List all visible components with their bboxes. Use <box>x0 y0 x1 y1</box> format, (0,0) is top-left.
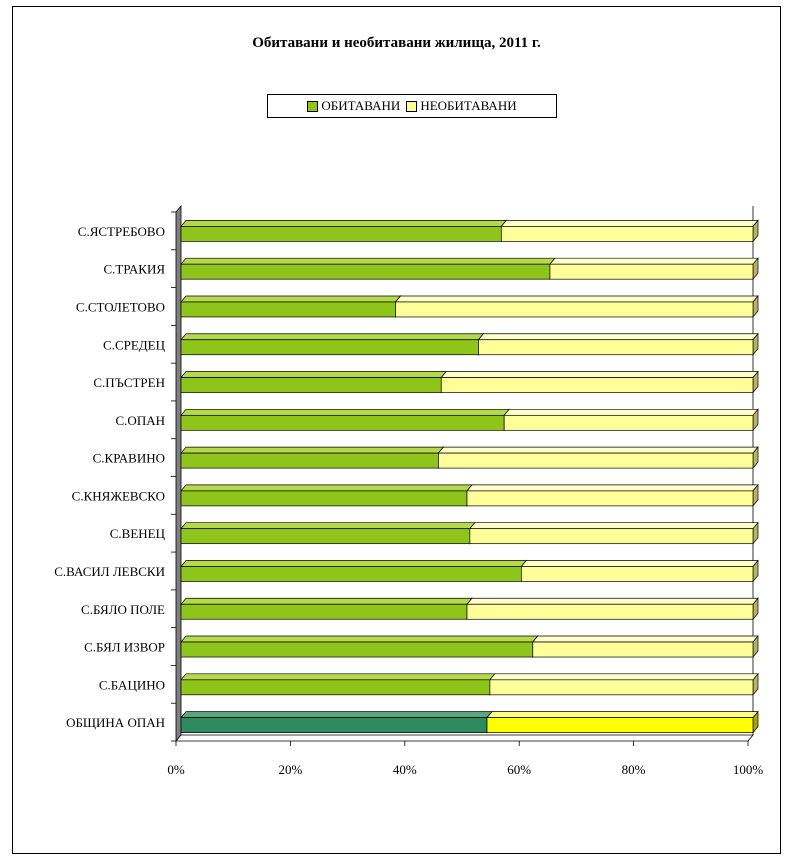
bar-inhabited-12 <box>180 679 491 696</box>
bar-uninhabited-12 <box>489 679 754 696</box>
legend-item-uninhabited: НЕОБИТАВАНИ <box>406 98 517 114</box>
y-tick-label: ОБЩИНА ОПАН <box>66 715 165 730</box>
bar-uninhabited-7 <box>466 490 754 507</box>
bar-inhabited-4-top <box>180 371 448 378</box>
y-tick-label: С.БЯЛ ИЗВОР <box>84 640 165 655</box>
x-tick-label: 40% <box>393 762 417 777</box>
bar-uninhabited-9 <box>520 566 754 582</box>
bar-inhabited-5 <box>180 414 505 431</box>
bar-uninhabited-13 <box>486 717 754 733</box>
bar-uninhabited-3-top <box>477 333 759 341</box>
y-tick-label: С.БАЦИНО <box>99 677 165 692</box>
bar-inhabited-13-top <box>180 711 493 718</box>
legend-swatch-uninhabited <box>406 100 418 112</box>
bar-uninhabited-5-top <box>503 408 759 416</box>
bar-inhabited-6 <box>180 452 439 469</box>
y-tick-label: С.ТРАКИЯ <box>103 262 165 277</box>
bar-inhabited-9-top <box>180 560 528 567</box>
legend-label-uninhabited: НЕОБИТАВАНИ <box>420 98 517 113</box>
floor <box>175 734 754 742</box>
bar-inhabited-8 <box>180 528 471 545</box>
bar-uninhabited-3 <box>478 339 754 356</box>
chart-title: Обитавани и необитавани жилища, 2011 г. <box>252 35 541 51</box>
bar-uninhabited-13-top <box>486 711 759 718</box>
y-tick-label: С.ЯСТРЕБОВО <box>78 224 165 239</box>
x-tick-label: 0% <box>167 762 185 777</box>
bar-uninhabited-5 <box>503 414 754 431</box>
bar-inhabited-8-top <box>180 522 476 530</box>
legend-label-inhabited: ОБИТАВАНИ <box>321 98 401 113</box>
y-tick-label: С.КРАВИНО <box>93 451 165 466</box>
bar-inhabited-1 <box>180 263 551 280</box>
bar-inhabited-4 <box>180 377 442 393</box>
bar-uninhabited-8-top <box>469 522 759 530</box>
y-tick-label: С.ОПАН <box>116 413 165 428</box>
bar-uninhabited-1 <box>549 263 754 280</box>
x-tick-label: 60% <box>507 762 531 777</box>
y-tick-label: С.БЯЛО ПОЛЕ <box>81 602 165 617</box>
bar-inhabited-2 <box>180 301 396 318</box>
y-tick-label: С.СРЕДЕЦ <box>103 337 166 352</box>
bar-inhabited-1-top <box>180 257 556 265</box>
bar-inhabited-5-top <box>180 408 510 416</box>
bar-uninhabited-2 <box>395 301 754 318</box>
x-tick-label: 80% <box>622 762 646 777</box>
bar-uninhabited-10-top <box>466 597 759 605</box>
bar-uninhabited-6 <box>438 452 754 469</box>
bar-uninhabited-2-top <box>394 295 759 303</box>
bar-uninhabited-7-top <box>466 484 759 492</box>
y-tick-label: С.КНЯЖЕВСКО <box>72 488 165 503</box>
legend-item-inhabited: ОБИТАВАНИ <box>307 98 400 114</box>
bar-uninhabited-6-top <box>437 446 759 454</box>
bar-uninhabited-4 <box>440 377 754 393</box>
bar-uninhabited-11 <box>532 641 754 658</box>
bar-inhabited-12-top <box>180 673 496 681</box>
bar-uninhabited-0 <box>500 226 754 242</box>
bar-inhabited-3-top <box>180 333 485 341</box>
bar-inhabited-11-top <box>180 635 539 643</box>
x-tick-label: 100% <box>733 762 764 777</box>
bar-uninhabited-12-top <box>489 673 759 681</box>
bar-uninhabited-8 <box>469 528 754 545</box>
bar-uninhabited-9-top <box>520 560 759 567</box>
bar-uninhabited-10 <box>466 603 754 620</box>
x-tick-label: 20% <box>278 762 302 777</box>
bar-uninhabited-1-top <box>549 257 759 265</box>
bar-inhabited-0 <box>180 226 502 242</box>
bar-uninhabited-11-top <box>532 635 759 643</box>
bar-inhabited-10-top <box>180 597 473 605</box>
bar-inhabited-0-top <box>180 220 508 227</box>
bar-inhabited-7 <box>180 490 468 507</box>
y-tick-label: С.ВАСИЛ ЛЕВСКИ <box>54 564 165 579</box>
bar-inhabited-11 <box>180 641 534 658</box>
bar-uninhabited-4-top <box>440 371 759 378</box>
legend: ОБИТАВАНИ НЕОБИТАВАНИ <box>267 94 557 118</box>
bar-inhabited-7-top <box>180 484 473 492</box>
bar-inhabited-9 <box>180 566 522 582</box>
y-tick-label: С.ВЕНЕЦ <box>110 526 166 541</box>
bar-uninhabited-0-top <box>500 220 759 227</box>
bar-inhabited-3 <box>180 339 479 356</box>
bar-inhabited-2-top <box>180 295 402 303</box>
legend-swatch-inhabited <box>307 100 319 112</box>
y-tick-label: С.СТОЛЕТОВО <box>76 299 165 314</box>
bar-inhabited-13 <box>180 717 488 733</box>
y-tick-label: С.ПЪСТРЕН <box>93 375 165 390</box>
bar-inhabited-6-top <box>180 446 445 454</box>
side-wall <box>175 204 182 743</box>
bar-inhabited-10 <box>180 603 468 620</box>
